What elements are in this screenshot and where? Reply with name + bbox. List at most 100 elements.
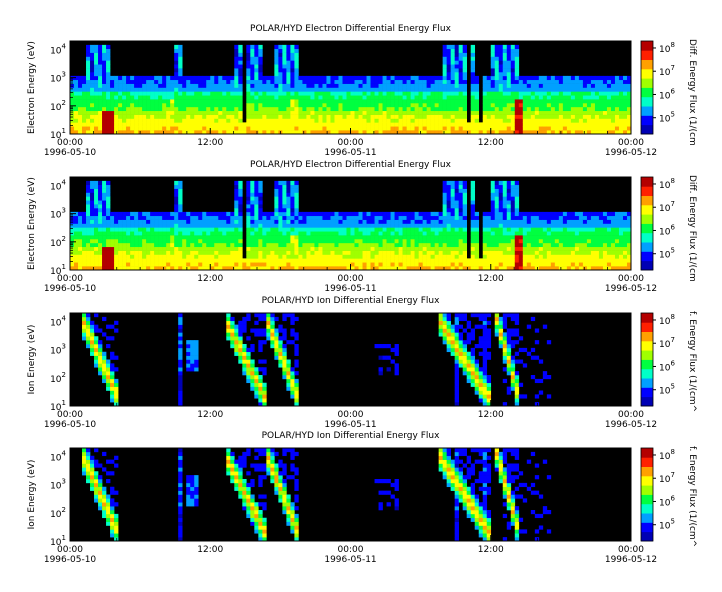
heatmap-cell bbox=[86, 313, 91, 318]
heatmap-cell bbox=[86, 219, 91, 224]
heatmap-cell bbox=[222, 130, 227, 135]
heatmap-cell bbox=[390, 122, 395, 127]
heatmap-cell bbox=[586, 246, 592, 251]
heatmap-cell bbox=[406, 79, 411, 84]
heatmap-cell bbox=[282, 180, 287, 186]
heatmap-cell bbox=[210, 242, 215, 248]
heatmap-cell bbox=[106, 378, 111, 384]
heatmap-cell bbox=[218, 239, 223, 244]
heatmap-cell bbox=[82, 91, 87, 96]
heatmap-cell bbox=[294, 72, 299, 77]
heatmap-cell bbox=[142, 87, 147, 92]
heatmap-cell bbox=[258, 254, 263, 259]
heatmap-cell bbox=[542, 118, 548, 123]
heatmap-cell bbox=[390, 262, 395, 267]
colorbar-segment bbox=[641, 207, 653, 210]
heatmap-cell bbox=[178, 262, 183, 267]
heatmap-cell bbox=[438, 242, 443, 248]
heatmap-cell bbox=[334, 95, 339, 100]
heatmap-cell bbox=[254, 103, 259, 108]
heatmap-cell bbox=[214, 215, 219, 220]
heatmap-cell bbox=[406, 239, 411, 244]
heatmap-cell bbox=[154, 114, 159, 119]
heatmap-cell bbox=[414, 118, 419, 123]
heatmap-cell bbox=[90, 246, 95, 251]
heatmap-cell bbox=[218, 235, 223, 240]
heatmap-cell bbox=[622, 250, 628, 255]
heatmap-cell bbox=[610, 99, 616, 104]
heatmap-cell bbox=[502, 211, 508, 217]
heatmap-cell bbox=[186, 91, 191, 96]
heatmap-cell bbox=[590, 250, 596, 255]
heatmap-cell bbox=[234, 110, 239, 115]
heatmap-cell bbox=[238, 106, 243, 112]
heatmap-cell bbox=[594, 130, 600, 135]
heatmap-cell bbox=[566, 246, 572, 251]
heatmap-cell bbox=[146, 258, 151, 263]
heatmap-cell bbox=[326, 242, 331, 248]
heatmap-cell bbox=[190, 242, 195, 248]
heatmap-cell bbox=[322, 122, 327, 127]
heatmap-cell bbox=[226, 95, 231, 100]
heatmap-cell bbox=[310, 235, 315, 240]
heatmap-cell bbox=[294, 56, 299, 61]
heatmap-cell bbox=[170, 211, 175, 217]
heatmap-cell bbox=[186, 103, 191, 108]
heatmap-cell bbox=[238, 242, 243, 248]
heatmap-cell bbox=[490, 262, 496, 267]
heatmap-cell bbox=[86, 48, 91, 53]
heatmap-cell bbox=[238, 227, 243, 232]
heatmap-cell bbox=[174, 200, 179, 205]
heatmap-cell bbox=[418, 223, 423, 228]
heatmap-cell bbox=[514, 72, 520, 77]
heatmap-cell bbox=[390, 106, 395, 112]
heatmap-cell bbox=[570, 235, 576, 240]
heatmap-cell bbox=[502, 262, 508, 267]
heatmap-cell bbox=[390, 118, 395, 123]
heatmap-cell bbox=[522, 242, 528, 248]
heatmap-cell bbox=[334, 126, 339, 131]
heatmap-cell bbox=[510, 227, 516, 232]
heatmap-cell bbox=[278, 75, 283, 81]
heatmap-cell bbox=[342, 235, 347, 240]
heatmap-cell bbox=[418, 262, 423, 267]
heatmap-cell bbox=[322, 91, 327, 96]
heatmap-cell bbox=[282, 126, 287, 131]
heatmap-cell bbox=[98, 258, 103, 263]
heatmap-cell bbox=[294, 188, 299, 193]
heatmap-cell bbox=[522, 246, 528, 251]
heatmap-cell bbox=[162, 130, 167, 135]
heatmap-cell bbox=[482, 242, 488, 248]
heatmap-cell bbox=[590, 75, 596, 81]
heatmap-cell bbox=[254, 188, 259, 193]
heatmap-cell bbox=[434, 246, 439, 251]
heatmap-cell bbox=[546, 262, 552, 267]
heatmap-cell bbox=[166, 239, 171, 244]
heatmap-cell bbox=[94, 231, 99, 236]
heatmap-cell bbox=[606, 258, 612, 263]
heatmap-cell bbox=[106, 130, 111, 135]
heatmap-cell bbox=[574, 246, 580, 251]
heatmap-cell bbox=[494, 64, 500, 69]
heatmap-cell bbox=[562, 79, 568, 84]
heatmap-cell bbox=[126, 87, 131, 92]
heatmap-cell bbox=[246, 223, 251, 228]
heatmap-cell bbox=[286, 122, 291, 127]
heatmap-cell bbox=[274, 242, 279, 248]
heatmap-cell bbox=[494, 235, 500, 240]
heatmap-cell bbox=[238, 231, 243, 236]
heatmap-cell bbox=[382, 211, 387, 217]
heatmap-cell bbox=[90, 250, 95, 255]
heatmap-cell bbox=[514, 118, 520, 123]
heatmap-cell bbox=[490, 72, 496, 77]
heatmap-cell bbox=[298, 83, 303, 88]
heatmap-cell bbox=[146, 235, 151, 240]
colorbar-segment bbox=[641, 223, 653, 227]
heatmap-cell bbox=[246, 266, 251, 271]
heatmap-cell bbox=[166, 235, 171, 240]
heatmap-cell bbox=[222, 215, 227, 220]
heatmap-cell bbox=[226, 87, 231, 92]
heatmap-cell bbox=[366, 130, 371, 135]
heatmap-cell bbox=[190, 239, 195, 244]
heatmap-cell bbox=[502, 56, 508, 61]
